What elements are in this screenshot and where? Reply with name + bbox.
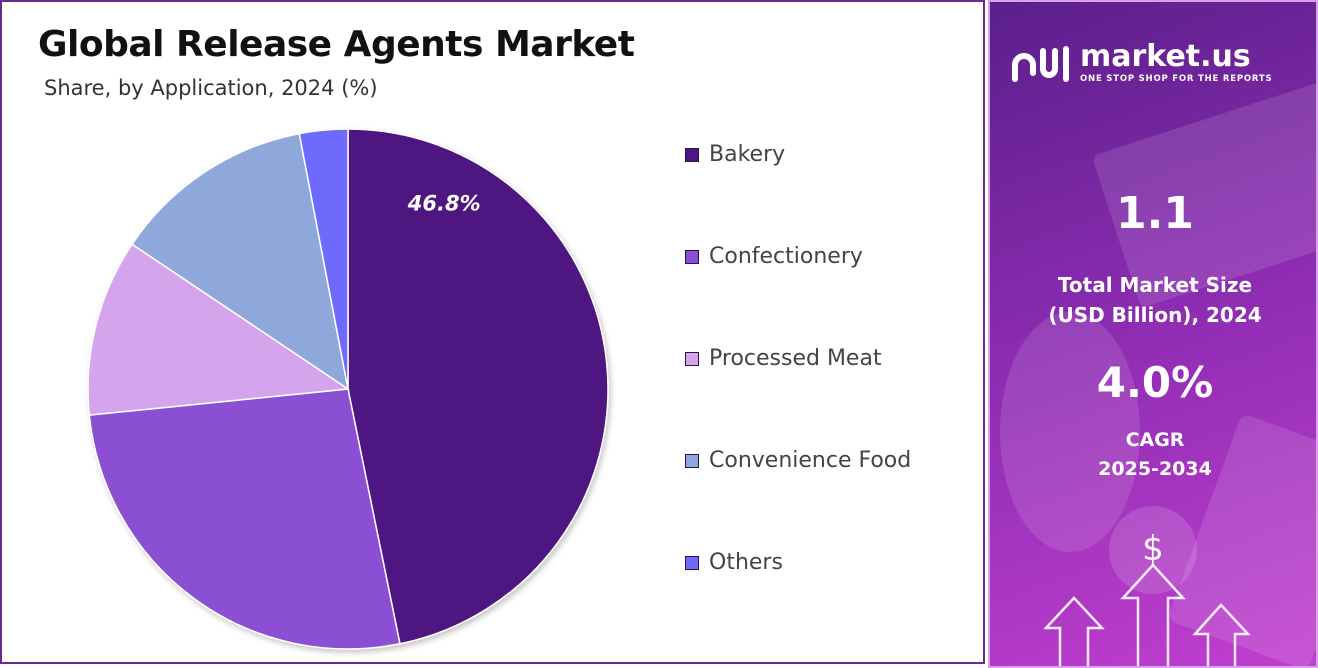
brand-tagline: ONE STOP SHOP FOR THE REPORTS (1080, 74, 1273, 84)
pie-chart: 46.8% (87, 128, 609, 650)
cagr-label: CAGR 2025-2034 (990, 426, 1316, 484)
market-size-label-line1: Total Market Size (1057, 273, 1253, 297)
chart-subtitle: Share, by Application, 2024 (%) (44, 76, 378, 100)
market-size-label-line2: (USD Billion), 2024 (1048, 303, 1262, 327)
legend-swatch (685, 555, 699, 570)
legend-item-bakery: Bakery (685, 142, 785, 167)
info-panel: $ market.us ONE STOP SHOP FOR THE REPORT… (988, 0, 1318, 668)
brand-name: market.us (1080, 39, 1251, 74)
pie-slice-confectionery (88, 388, 401, 650)
cagr-value: 4.0% (1096, 358, 1214, 407)
pie-slice-processed-meat (87, 243, 351, 416)
legend-label: Confectionery (709, 244, 863, 269)
legend-item-confectionery: Confectionery (685, 244, 863, 269)
pie-slice-bakery (347, 128, 609, 645)
cagr-label-line1: CAGR (1125, 429, 1185, 451)
market-us-logo-icon (1012, 46, 1069, 82)
cagr-period: 2025-2034 (1098, 458, 1212, 480)
legend-swatch (685, 453, 699, 468)
legend-label: Convenience Food (709, 448, 912, 473)
legend-label: Processed Meat (709, 346, 882, 371)
legend-swatch (685, 351, 699, 366)
dollar-symbol: $ (1142, 529, 1164, 569)
market-size-value: 1.1 (1116, 188, 1194, 239)
chart-title: Global Release Agents Market (38, 24, 635, 65)
legend-swatch (685, 147, 699, 162)
brand: market.us ONE STOP SHOP FOR THE REPORTS (1010, 42, 1272, 84)
legend-item-processed-meat: Processed Meat (685, 346, 882, 371)
background-decoration: $ (1000, 77, 1316, 666)
legend-label: Others (709, 550, 783, 575)
legend-item-convenience-food: Convenience Food (685, 448, 911, 473)
pie-slice-others (298, 128, 349, 390)
up-arrow-icon (1043, 563, 1251, 666)
data-label-bakery: 46.8% (407, 191, 481, 215)
pie-slice-convenience-food (131, 132, 350, 391)
market-size-label: Total Market Size (USD Billion), 2024 (990, 270, 1316, 330)
chart-panel: Global Release Agents Market Share, by A… (0, 0, 985, 664)
legend-item-others: Others (685, 550, 783, 575)
dollar-icon: $ (1109, 506, 1197, 594)
legend-label: Bakery (709, 142, 786, 167)
legend-swatch (685, 249, 699, 264)
